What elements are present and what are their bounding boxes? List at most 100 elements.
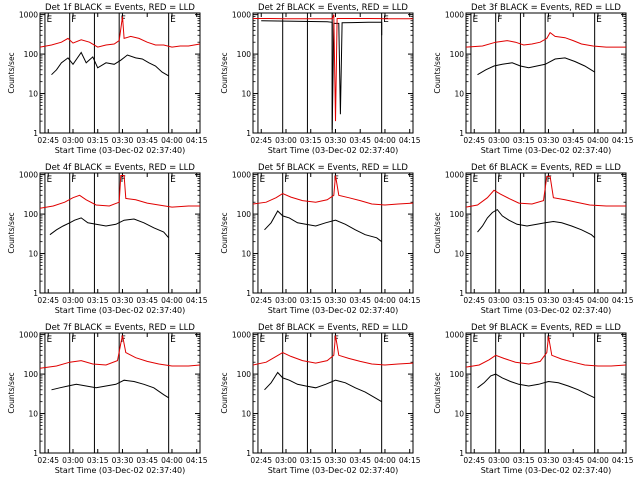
segment-label: F — [284, 175, 289, 185]
x-tick-label: 02:45 — [250, 136, 272, 145]
plot-frame — [252, 332, 414, 454]
segment-label: F — [121, 175, 126, 185]
x-tick-label: 02:45 — [463, 136, 485, 145]
y-tick-label: 1 — [459, 129, 464, 138]
x-tick-label: 03:30 — [112, 456, 134, 465]
x-tick-label: 03:15 — [87, 136, 109, 145]
segment-label: E — [383, 15, 389, 25]
panel-title: Det 1f BLACK = Events, RED = LLD — [45, 3, 195, 13]
plot-frame — [465, 332, 627, 454]
y-axis-label: Counts/sec — [433, 212, 442, 253]
x-tick-label: 03:15 — [513, 136, 535, 145]
series-line-lld — [465, 175, 626, 208]
panel-6: Det 6f BLACK = Events, RED = LLD 1 10 100 10… — [433, 163, 634, 315]
x-tick-label: 03:45 — [349, 456, 371, 465]
segment-label: E — [472, 335, 478, 345]
segment-label: F — [497, 175, 502, 185]
x-axis-label: Start Time (03-Dec-02 02:37:40) — [268, 146, 399, 155]
x-tick-label: 02:45 — [463, 296, 485, 305]
segment-label: E — [383, 175, 389, 185]
segment-label: E — [383, 335, 389, 345]
series-line-events — [49, 217, 170, 239]
x-tick-label: 03:15 — [513, 456, 535, 465]
y-tick-label: 1000 — [445, 171, 464, 180]
segment-label: E — [259, 175, 265, 185]
x-tick-label: 04:15 — [399, 456, 421, 465]
x-axis-label: Start Time (03-Dec-02 02:37:40) — [268, 306, 399, 315]
x-tick-label: 04:15 — [186, 456, 208, 465]
x-tick-label: 03:30 — [112, 136, 134, 145]
x-tick-label: 03:45 — [136, 136, 158, 145]
segment-label: F — [547, 175, 552, 185]
y-tick-label: 1 — [246, 129, 251, 138]
panel-1: Det 1f BLACK = Events, RED = LLD 1 10 100 10… — [7, 3, 208, 155]
panel-title: Det 7f BLACK = Events, RED = LLD — [45, 323, 195, 333]
series-line-events — [477, 373, 595, 399]
y-tick-label: 1000 — [19, 331, 38, 340]
x-tick-label: 03:30 — [538, 136, 560, 145]
y-tick-label: 1000 — [232, 171, 251, 180]
panel-7: Det 7f BLACK = Events, RED = LLD 1 10 100 10… — [7, 323, 208, 475]
x-tick-label: 03:30 — [325, 456, 347, 465]
series-line-lld — [465, 31, 626, 48]
y-axis-label: Counts/sec — [433, 52, 442, 93]
y-tick-label: 10 — [28, 250, 38, 259]
y-tick-label: 100 — [237, 50, 252, 59]
x-tick-label: 03:00 — [488, 296, 510, 305]
y-tick-label: 100 — [24, 210, 39, 219]
x-tick-label: 03:00 — [275, 296, 297, 305]
x-tick-label: 03:00 — [488, 456, 510, 465]
x-tick-label: 03:15 — [300, 136, 322, 145]
series-line-events — [264, 371, 382, 403]
x-tick-label: 04:00 — [161, 136, 183, 145]
panel-9: Det 9f BLACK = Events, RED = LLD 1 10 100 10… — [433, 323, 634, 475]
y-axis-label: Counts/sec — [7, 52, 16, 93]
y-tick-label: 1 — [33, 289, 38, 298]
panel-title: Det 4f BLACK = Events, RED = LLD — [45, 163, 195, 173]
series-line-lld — [465, 336, 627, 368]
y-tick-label: 1 — [459, 289, 464, 298]
y-axis-label: Counts/sec — [220, 52, 229, 93]
plot-frame — [252, 172, 414, 294]
segment-label: E — [472, 175, 478, 185]
x-tick-label: 03:30 — [325, 296, 347, 305]
panel-2: Det 2f BLACK = Events, RED = LLD 1 10 100 10… — [220, 3, 421, 155]
segment-label: F — [284, 335, 289, 345]
y-axis-label: Counts/sec — [220, 212, 229, 253]
plot-frame — [39, 172, 201, 294]
y-axis-label: Counts/sec — [220, 372, 229, 413]
x-tick-label: 04:15 — [186, 136, 208, 145]
segment-label: F — [497, 15, 502, 25]
series-line-events — [477, 57, 595, 76]
segment-label: E — [46, 15, 52, 25]
series-line-lld — [39, 335, 201, 369]
x-tick-label: 04:00 — [374, 136, 396, 145]
x-tick-label: 04:00 — [587, 456, 609, 465]
y-tick-label: 1000 — [445, 11, 464, 20]
x-tick-label: 03:15 — [87, 296, 109, 305]
x-axis-label: Start Time (03-Dec-02 02:37:40) — [481, 306, 612, 315]
y-tick-label: 100 — [450, 50, 465, 59]
x-tick-label: 03:00 — [275, 136, 297, 145]
y-axis-label: Counts/sec — [433, 372, 442, 413]
x-tick-label: 02:45 — [463, 456, 485, 465]
plot-frame — [39, 12, 201, 134]
x-axis-label: Start Time (03-Dec-02 02:37:40) — [55, 466, 186, 475]
series-line-events — [261, 20, 383, 130]
segment-label: E — [596, 335, 602, 345]
x-tick-label: 03:00 — [62, 456, 84, 465]
y-tick-label: 10 — [241, 250, 251, 259]
y-tick-label: 1000 — [232, 331, 251, 340]
segment-label: F — [547, 15, 552, 25]
x-tick-label: 04:00 — [587, 296, 609, 305]
y-tick-label: 1 — [459, 449, 464, 458]
x-tick-label: 02:45 — [250, 296, 272, 305]
y-tick-label: 1 — [246, 449, 251, 458]
x-tick-label: 04:15 — [612, 296, 634, 305]
panel-title: Det 3f BLACK = Events, RED = LLD — [471, 3, 621, 13]
panel-4: Det 4f BLACK = Events, RED = LLD 1 10 100 10… — [7, 163, 208, 315]
segment-label: F — [71, 335, 76, 345]
x-tick-label: 04:00 — [587, 136, 609, 145]
y-tick-label: 10 — [28, 90, 38, 99]
